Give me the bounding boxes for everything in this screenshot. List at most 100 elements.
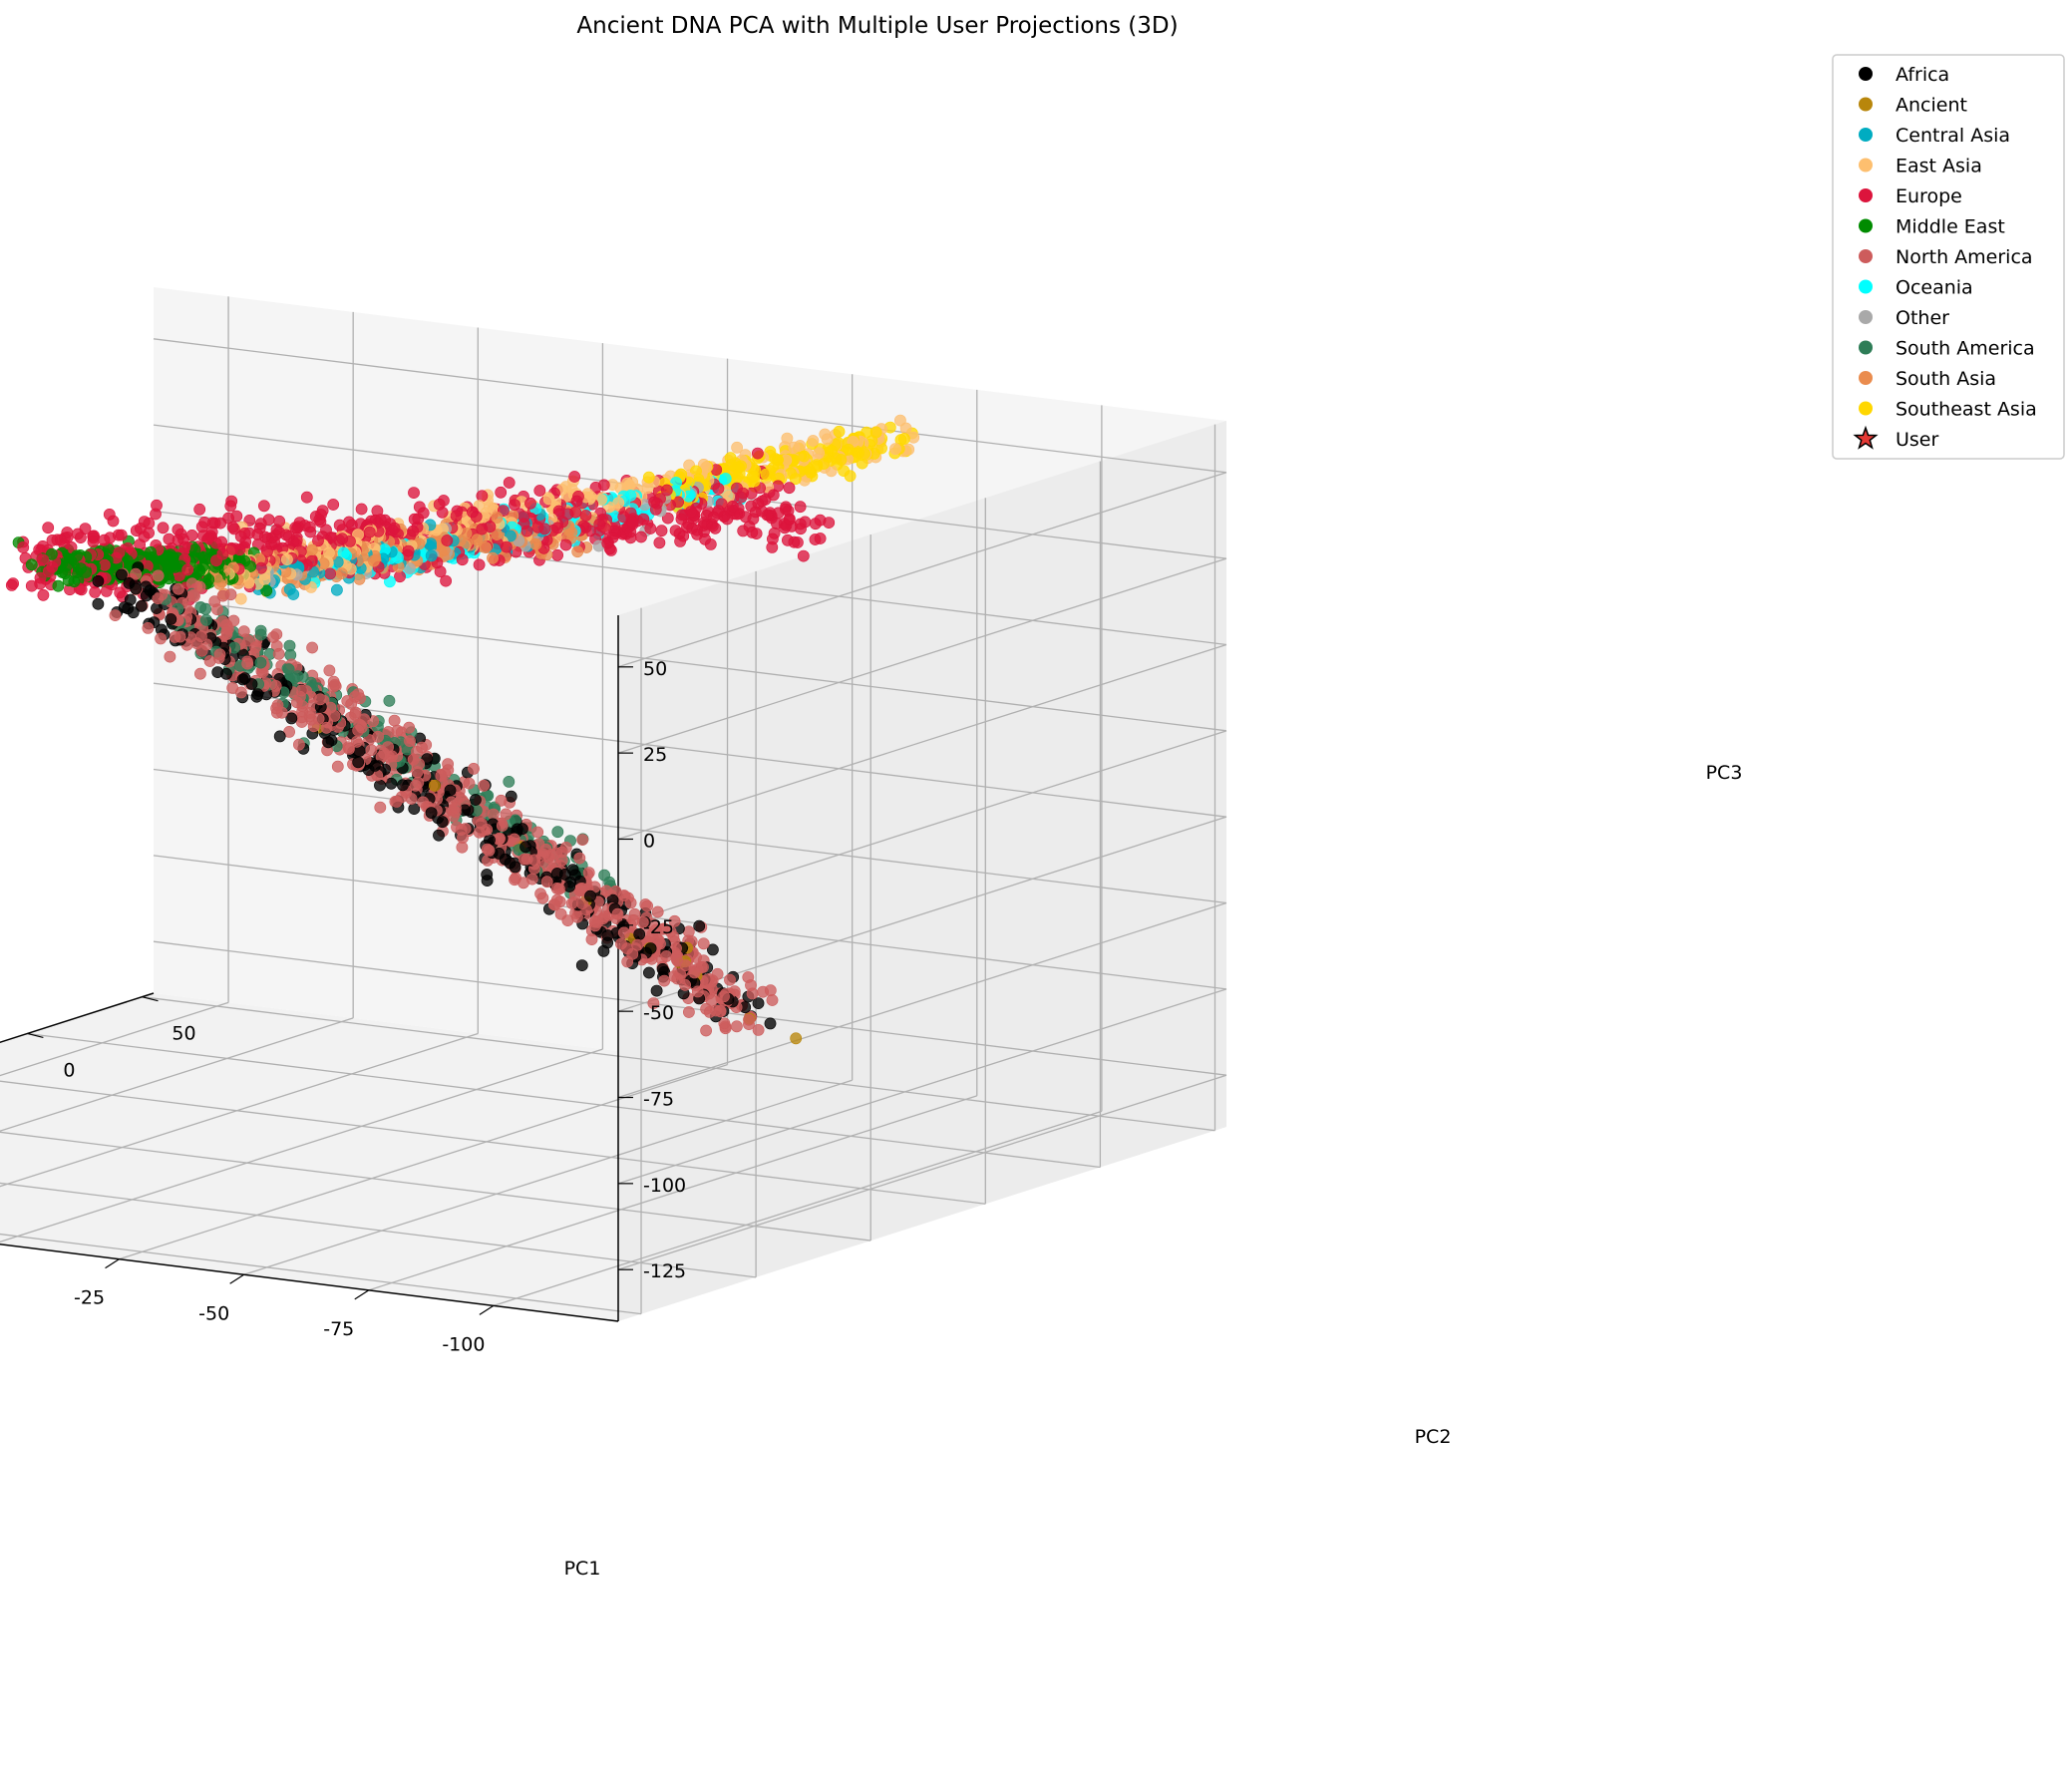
z-gridline — [617, 472, 1227, 668]
data-point-africa — [504, 857, 517, 870]
legend-label-ancient: Ancient — [1896, 95, 1967, 117]
data-point-north-america — [668, 914, 681, 927]
data-point-europe — [143, 527, 155, 539]
data-point-middle-east — [68, 575, 81, 588]
data-point-europe — [572, 490, 584, 503]
data-point-south-asia — [571, 545, 584, 558]
data-point-north-america — [718, 990, 730, 1003]
data-point-central-asia — [330, 583, 343, 596]
x-gridline — [0, 1017, 354, 1132]
x-tick-mark — [354, 1289, 370, 1300]
data-point-north-america — [241, 657, 254, 670]
y-gridline — [0, 1233, 642, 1315]
data-point-north-america — [211, 603, 223, 616]
data-point-central-asia — [504, 530, 517, 542]
x-axis-line — [0, 992, 155, 1044]
data-point-north-america — [269, 680, 282, 692]
data-point-north-america — [378, 747, 391, 760]
data-point-north-america — [700, 1024, 712, 1037]
data-point-europe — [784, 513, 796, 526]
data-point-north-america — [193, 667, 206, 680]
legend-marker-north-america — [1859, 249, 1873, 263]
z-axis-label: PC3 — [1706, 762, 1743, 784]
data-point-north-america — [520, 853, 533, 866]
data-point-east-asia — [807, 435, 820, 447]
data-point-africa — [505, 790, 518, 803]
z-tick-label: -125 — [643, 1260, 686, 1282]
data-point-north-america — [296, 700, 309, 712]
data-point-europe — [721, 513, 734, 526]
data-point-south-america — [551, 826, 564, 839]
data-point-europe — [797, 549, 810, 562]
data-point-europe — [150, 508, 162, 521]
data-point-africa — [584, 889, 596, 902]
data-point-north-america — [688, 966, 701, 979]
y-tick-label: 50 — [172, 1023, 195, 1045]
data-point-europe — [374, 514, 387, 526]
data-point-south-asia — [487, 551, 499, 564]
data-point-south-america — [199, 613, 212, 626]
legend-label-africa: Africa — [1896, 64, 1949, 86]
data-point-north-america — [463, 777, 476, 790]
data-point-north-america — [658, 974, 671, 987]
data-point-europe — [768, 527, 781, 539]
data-point-north-america — [536, 891, 549, 904]
data-point-north-america — [553, 883, 565, 895]
data-point-south-asia — [491, 529, 504, 540]
data-point-north-america — [611, 907, 624, 920]
data-point-europe — [172, 524, 184, 536]
data-point-north-america — [525, 873, 538, 886]
data-point-europe — [99, 558, 111, 571]
data-point-middle-east — [71, 549, 83, 562]
z-gridline — [153, 768, 1227, 904]
data-point-europe — [709, 522, 722, 534]
data-point-europe — [746, 527, 759, 538]
legend-marker-southeast-asia — [1859, 401, 1873, 416]
data-point-north-america — [600, 885, 613, 897]
data-point-africa — [764, 1017, 777, 1030]
data-point-europe — [772, 507, 785, 520]
data-point-north-america — [213, 648, 226, 661]
data-point-europe — [533, 485, 546, 497]
data-point-africa — [469, 794, 482, 806]
data-point-africa — [123, 577, 136, 589]
data-point-north-america — [651, 905, 664, 918]
data-point-east-asia — [788, 441, 801, 454]
data-point-north-america — [323, 664, 336, 677]
data-point-southeast-asia — [818, 458, 830, 470]
data-point-north-america — [745, 979, 757, 991]
data-point-south-asia — [491, 512, 504, 524]
data-point-africa — [273, 730, 286, 743]
data-point-north-america — [331, 760, 344, 773]
data-point-europe — [524, 497, 536, 510]
data-point-europe — [552, 505, 565, 518]
data-point-north-america — [449, 802, 462, 815]
data-point-middle-east — [75, 562, 87, 574]
data-point-europe — [46, 560, 59, 573]
legend-marker-middle-east — [1859, 218, 1873, 233]
data-point-south-asia — [461, 536, 473, 549]
data-point-east-asia — [894, 414, 906, 427]
data-point-north-america — [372, 730, 384, 743]
data-point-north-america — [731, 1020, 743, 1033]
data-point-africa — [444, 784, 457, 797]
data-point-north-america — [550, 893, 563, 906]
data-point-europe — [103, 509, 116, 521]
data-point-north-america — [719, 1020, 732, 1033]
data-point-africa — [650, 984, 663, 997]
data-point-north-america — [565, 897, 578, 909]
data-point-southeast-asia — [725, 459, 737, 472]
data-point-southeast-asia — [642, 471, 655, 484]
data-point-north-america — [203, 655, 216, 667]
data-point-north-america — [320, 721, 333, 734]
data-point-europe — [767, 489, 780, 502]
data-points — [5, 414, 920, 1045]
data-point-north-america — [270, 702, 282, 715]
data-point-north-america — [683, 1006, 695, 1018]
data-point-europe — [5, 579, 18, 591]
legend-marker-europe — [1859, 188, 1873, 202]
data-point-europe — [727, 500, 739, 513]
data-point-europe — [280, 529, 292, 541]
data-point-north-america — [627, 914, 640, 926]
data-point-africa — [396, 779, 409, 792]
